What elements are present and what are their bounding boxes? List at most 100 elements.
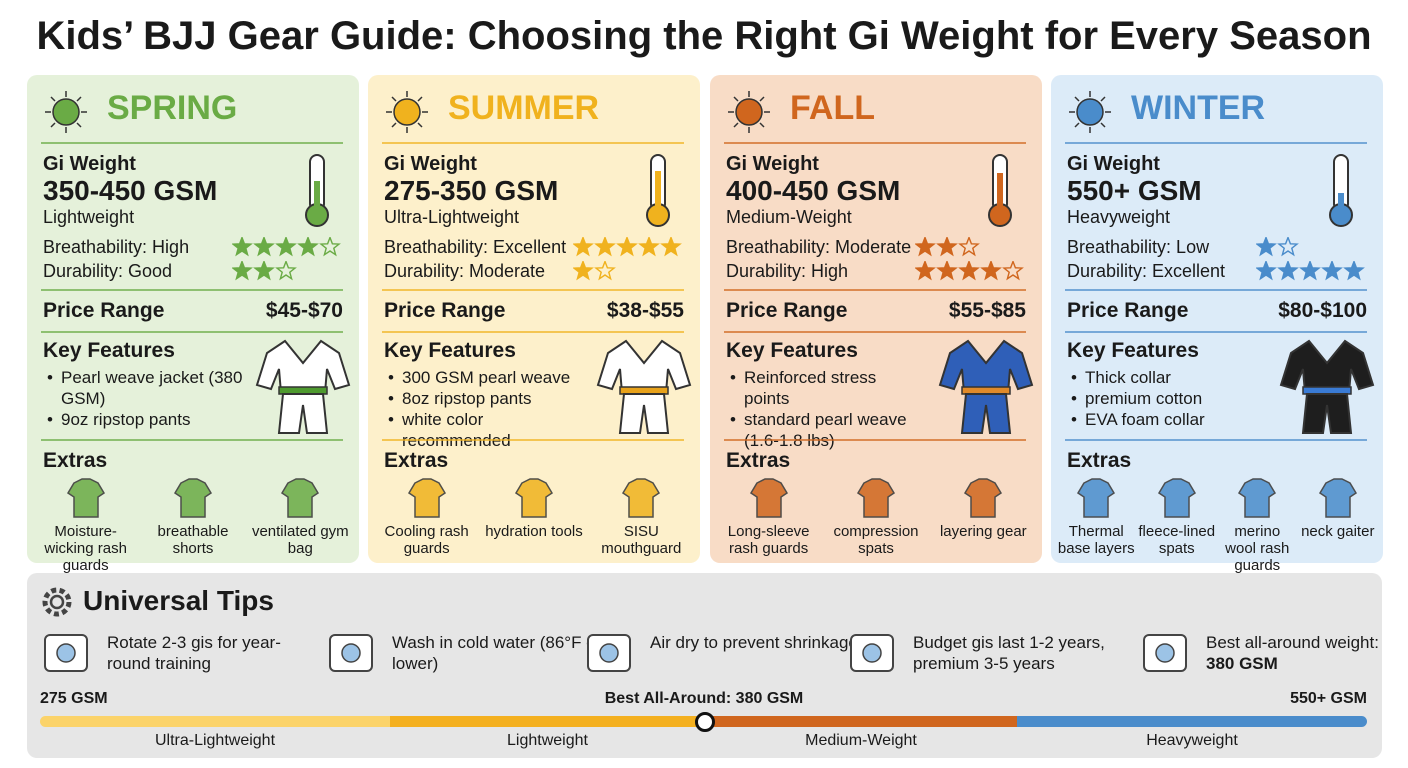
extras-label: Extras bbox=[384, 449, 449, 472]
tip-body: Rotate 2-3 gis for year-round training bbox=[107, 633, 281, 673]
tip-icon bbox=[850, 634, 894, 672]
rating-label: Durability: High bbox=[726, 261, 849, 281]
extras-label: Extras bbox=[43, 449, 108, 472]
tip-body: Budget gis last 1-2 years, premium 3-5 y… bbox=[913, 633, 1105, 673]
extra-label: fleece-lined spats bbox=[1138, 523, 1216, 557]
scale-segment bbox=[390, 716, 705, 727]
feature-item: • Thick collar bbox=[1071, 368, 1171, 387]
weight-class: Heavyweight bbox=[1067, 207, 1171, 227]
season-name: FALL bbox=[790, 89, 875, 127]
divider bbox=[382, 439, 684, 441]
gi-illustration bbox=[255, 339, 351, 434]
divider bbox=[724, 439, 1026, 441]
season-card: SPRING Gi Weight 350-450 GSM Lightweight Bre… bbox=[27, 75, 359, 574]
feature-item: • 300 GSM pearl weave bbox=[388, 368, 571, 387]
weight-class: Lightweight bbox=[43, 207, 135, 227]
gsm-range: 275-350 GSM bbox=[384, 175, 559, 206]
tip-emphasis: 380 GSM bbox=[1206, 654, 1278, 673]
scale-segment bbox=[705, 716, 1017, 727]
scale-max-label: 550+ GSM bbox=[1290, 690, 1367, 707]
star-rating bbox=[915, 237, 980, 257]
tip-icon bbox=[44, 634, 88, 672]
extra-icon bbox=[856, 478, 896, 518]
divider bbox=[724, 142, 1026, 144]
weight-class: Ultra-Lightweight bbox=[384, 207, 520, 227]
extra-icon bbox=[964, 478, 1003, 518]
tip-body: Wash in cold water (86°F or lower) bbox=[392, 633, 602, 673]
thermometer bbox=[988, 154, 1012, 227]
price-value: $38-$55 bbox=[606, 299, 684, 322]
star-rating bbox=[1256, 237, 1299, 257]
tip-icon bbox=[587, 634, 631, 672]
extra-icon bbox=[173, 478, 213, 518]
tip-body: Air dry to prevent shrinkage bbox=[650, 633, 858, 652]
rating-label: Breathability: High bbox=[43, 237, 190, 257]
extra-icon bbox=[66, 478, 105, 518]
star-rating bbox=[232, 261, 297, 281]
star-rating bbox=[573, 237, 682, 257]
extra-label: layering gear bbox=[939, 523, 1027, 540]
gi-illustration bbox=[596, 339, 692, 434]
feature-list: • Thick collar • premium cotton • EVA foam co… bbox=[1067, 367, 1267, 430]
season-icon bbox=[1069, 91, 1111, 133]
thermometer bbox=[646, 154, 670, 227]
scale-segment bbox=[40, 716, 390, 727]
divider bbox=[1065, 289, 1367, 291]
extra-label: merino wool rash guards bbox=[1225, 523, 1290, 574]
page-title: Kids’ BJJ Gear Guide: Choosing the Right… bbox=[36, 14, 1372, 58]
extra-icon bbox=[622, 478, 661, 518]
price-label: Price Range bbox=[1067, 299, 1189, 322]
season-icon bbox=[386, 91, 428, 133]
divider bbox=[382, 331, 684, 333]
weight-class: Medium-Weight bbox=[726, 207, 852, 227]
tips-title: Universal Tips bbox=[83, 585, 274, 616]
gear-icon bbox=[42, 587, 72, 617]
scale-segment bbox=[1017, 716, 1367, 727]
feature-item: •standard pearl weave (1.6-1.8 lbs) bbox=[730, 410, 907, 450]
feature-list: • 300 GSM pearl weave • 8oz ripstop pants • w… bbox=[384, 367, 584, 451]
feature-list: • Pearl weave jacket (380 GSM) • 9oz ripsto… bbox=[43, 367, 243, 430]
season-icon bbox=[45, 91, 87, 133]
gsm-range: 350-450 GSM bbox=[43, 175, 218, 206]
star-rating bbox=[232, 237, 341, 257]
feature-item: • Pearl weave jacket (380 GSM) bbox=[47, 368, 243, 408]
extra-icon bbox=[1238, 478, 1277, 518]
feature-item: • 9oz ripstop pants bbox=[47, 410, 191, 429]
price-value: $80-$100 bbox=[1278, 299, 1367, 322]
divider bbox=[1065, 439, 1367, 441]
thermometer bbox=[1329, 154, 1353, 227]
divider bbox=[382, 289, 684, 291]
price-label: Price Range bbox=[43, 299, 165, 322]
divider bbox=[382, 142, 684, 144]
tip-icon bbox=[329, 634, 373, 672]
scale-segment-label: Medium-Weight bbox=[805, 732, 917, 749]
tip-text: Rotate 2-3 gis for year-round training bbox=[107, 632, 317, 674]
divider bbox=[1065, 331, 1367, 333]
tip-text: Air dry to prevent shrinkage bbox=[650, 632, 860, 653]
rating-label: Breathability: Excellent bbox=[384, 237, 567, 257]
extra-icon bbox=[1318, 478, 1357, 518]
price-label: Price Range bbox=[726, 299, 848, 322]
season-card: WINTER Gi Weight 550+ GSM Heavyweight Breath… bbox=[1051, 75, 1383, 574]
extra-label: Moisture-wicking rash guards bbox=[44, 523, 127, 574]
best-marker bbox=[695, 712, 715, 732]
rating-label: Durability: Good bbox=[43, 261, 173, 281]
divider bbox=[724, 331, 1026, 333]
season-icon bbox=[728, 91, 770, 133]
divider bbox=[1065, 142, 1367, 144]
tip-icon bbox=[1143, 634, 1187, 672]
feature-item: •white color recommended bbox=[388, 410, 511, 450]
extra-label: hydration tools bbox=[485, 523, 583, 540]
scale-segment-label: Ultra-Lightweight bbox=[154, 732, 276, 749]
extra-icon bbox=[514, 478, 554, 518]
tip-text: Budget gis last 1-2 years, premium 3-5 y… bbox=[913, 632, 1123, 674]
gi-weight-label: Gi Weight bbox=[726, 153, 819, 175]
divider bbox=[724, 289, 1026, 291]
gi-weight-label: Gi Weight bbox=[384, 153, 477, 175]
extras-label: Extras bbox=[726, 449, 791, 472]
divider bbox=[41, 331, 343, 333]
gi-illustration bbox=[1279, 339, 1375, 434]
rating-label: Durability: Moderate bbox=[384, 261, 546, 281]
rating-label: Breathability: Moderate bbox=[726, 237, 912, 257]
divider bbox=[41, 142, 343, 144]
